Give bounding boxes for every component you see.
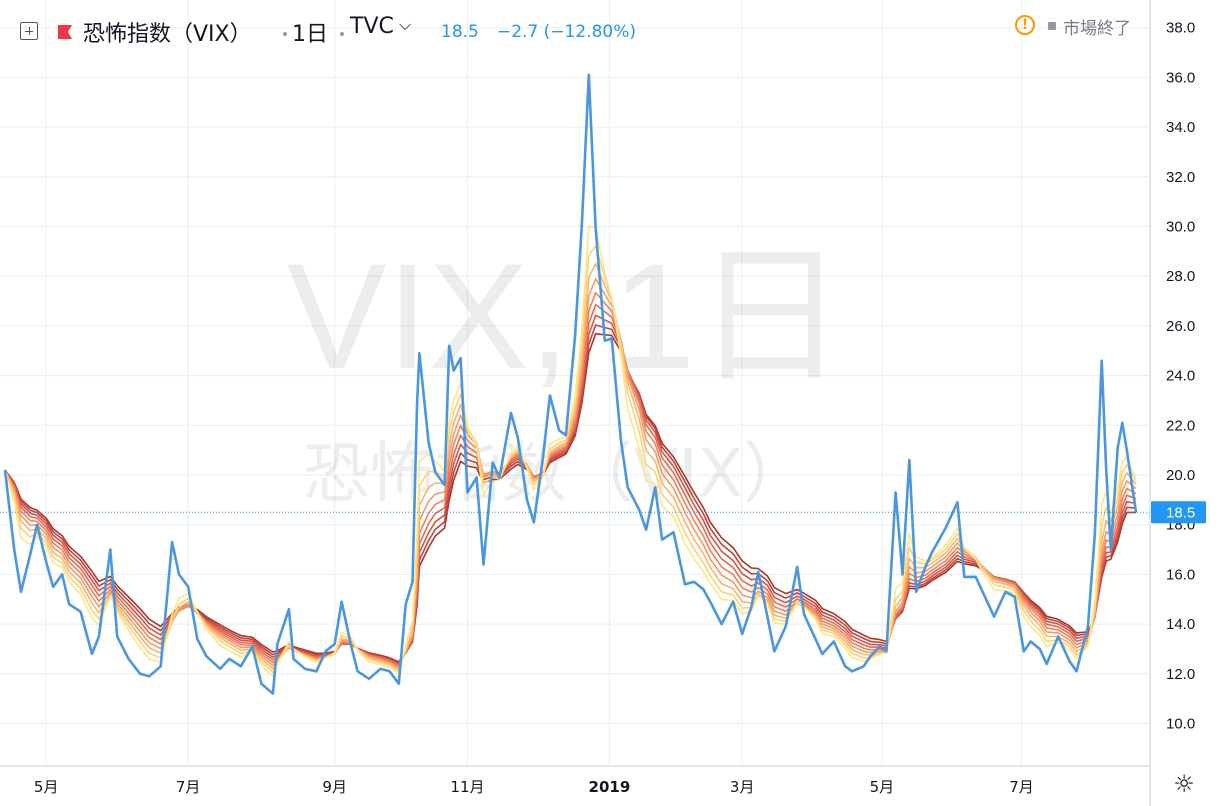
y-tick-label: 38.0 <box>1166 20 1195 37</box>
last-price-tag-label: 18.5 <box>1166 504 1195 521</box>
y-tick-label: 10.0 <box>1166 716 1195 733</box>
x-tick-label: 3月 <box>730 778 755 796</box>
market-status-label: 市場終了 <box>1063 19 1131 39</box>
vix-price-line <box>3 73 1138 695</box>
x-tick-label: 7月 <box>1009 778 1034 796</box>
y-tick-label: 16.0 <box>1166 566 1195 583</box>
y-tick-label: 12.0 <box>1166 666 1195 683</box>
y-tick-label: 30.0 <box>1166 219 1195 236</box>
chevron-down-icon[interactable]: ⌵ <box>399 15 412 34</box>
last-price-value: 18.5 <box>441 22 479 42</box>
last-price-tag: 18.5 <box>1151 501 1206 524</box>
ema-line-12 <box>4 332 1136 663</box>
watermark-description: 恐怖指数（VIX） <box>303 435 809 512</box>
y-tick-label: 36.0 <box>1166 69 1195 86</box>
moving-average-ribbon <box>4 225 1137 678</box>
ema-line-5 <box>4 245 1137 674</box>
series-layer <box>3 73 1138 695</box>
x-tick-label: 7月 <box>176 778 201 796</box>
y-tick-label: 14.0 <box>1166 616 1195 633</box>
separator-dot <box>340 32 344 36</box>
x-tick-label: 2019 <box>589 778 631 796</box>
y-tick-label: 32.0 <box>1166 169 1195 186</box>
ema-line-10 <box>4 314 1137 665</box>
watermark-symbol: VIX, 1日 <box>287 232 846 400</box>
exchange-label[interactable]: TVC <box>350 14 394 39</box>
x-tick-label: 5月 <box>34 778 59 796</box>
exclamation-circle-icon[interactable]: ! <box>1015 15 1035 35</box>
flag-icon[interactable] <box>57 24 74 40</box>
price-change-value: −2.7 (−12.80%) <box>497 22 637 42</box>
ema-line-4 <box>4 225 1137 678</box>
x-tick-label: 5月 <box>870 778 895 796</box>
y-tick-label: 22.0 <box>1166 417 1195 434</box>
y-tick-label: 26.0 <box>1166 318 1195 335</box>
x-tick-label: 9月 <box>322 778 347 796</box>
x-tick-label: 11月 <box>450 778 484 796</box>
symbol-title[interactable]: 恐怖指数（VIX） <box>83 22 252 47</box>
y-tick-label: 28.0 <box>1166 268 1195 285</box>
gear-icon[interactable]: ☼ <box>1173 770 1195 798</box>
separator-dot <box>283 32 287 36</box>
plus-square-icon[interactable] <box>20 22 38 40</box>
ema-line-11 <box>4 324 1137 664</box>
interval-label[interactable]: 1日 <box>292 22 328 47</box>
chart-header: 恐怖指数（VIX） 1日 TVC ⌵ 18.5 −2.7 (−12.80%) !… <box>0 0 1150 60</box>
market-status-dot <box>1048 22 1056 30</box>
y-tick-label: 20.0 <box>1166 467 1195 484</box>
y-tick-label: 24.0 <box>1166 368 1195 385</box>
y-tick-label: 34.0 <box>1166 119 1195 136</box>
